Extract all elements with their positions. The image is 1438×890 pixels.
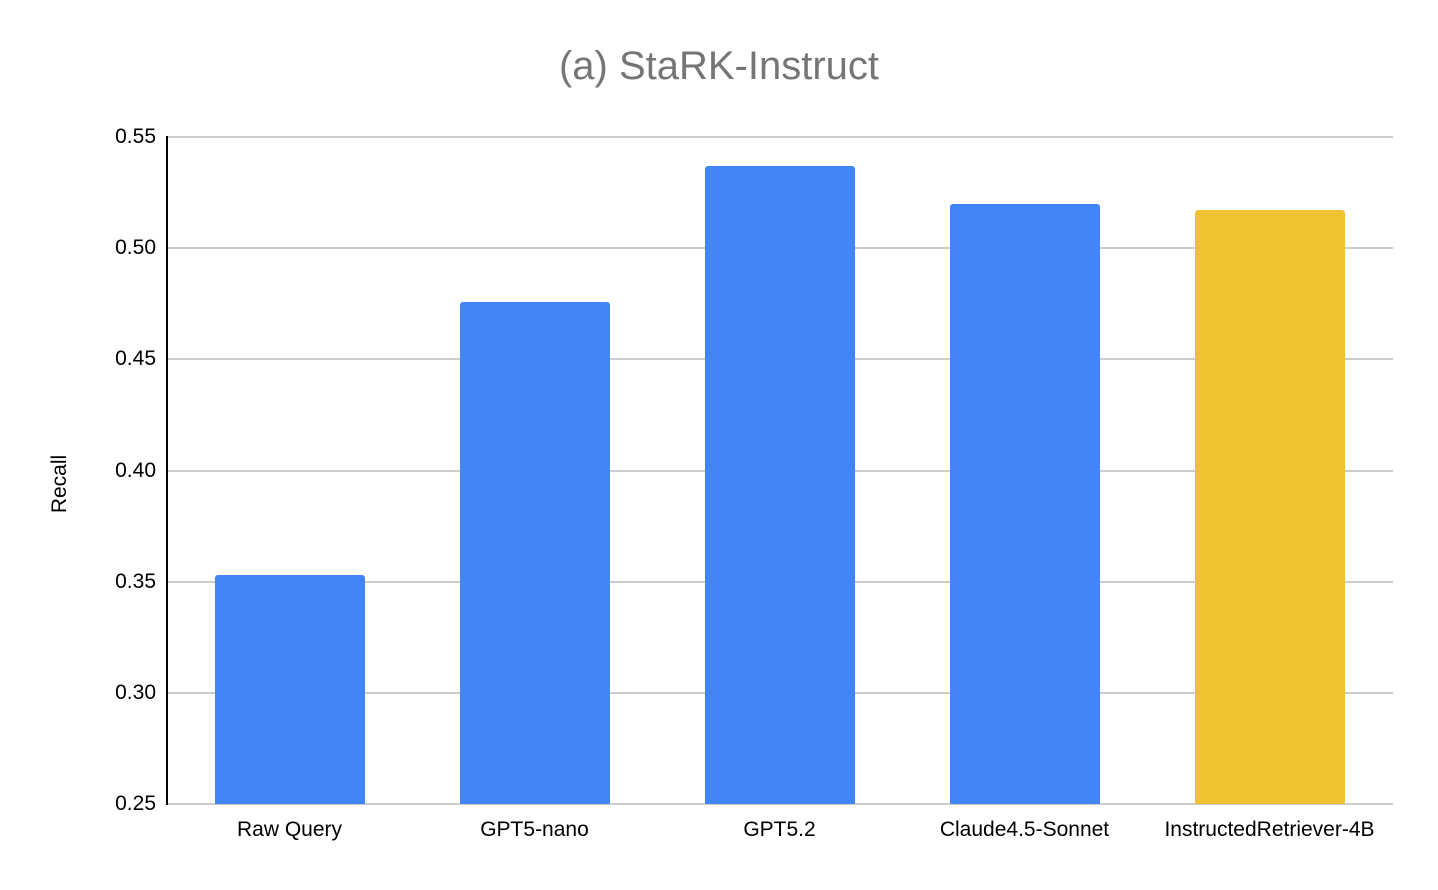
bar-claude4-5-sonnet	[949, 203, 1100, 804]
x-tick-label: GPT5-nano	[480, 818, 589, 841]
gridline	[167, 803, 1393, 805]
y-axis-label: Recall	[48, 454, 71, 514]
bar-gpt5-2	[704, 165, 855, 804]
x-tick-label: GPT5.2	[743, 818, 816, 841]
bar-gpt5-nano	[459, 301, 610, 804]
bar-raw-query	[214, 574, 365, 804]
y-tick-label: 0.35	[115, 569, 156, 593]
chart-title: (a) StaRK-Instruct	[558, 44, 880, 88]
y-tick-label: 0.55	[115, 125, 156, 148]
y-axis-line	[166, 136, 168, 805]
y-tick-label: 0.40	[115, 458, 156, 482]
bar-instructedretriever-4b	[1194, 210, 1345, 804]
y-tick-label: 0.50	[115, 236, 156, 260]
y-tick-label: 0.45	[115, 347, 156, 371]
y-tick-label: 0.30	[115, 680, 156, 704]
gridline	[167, 136, 1393, 138]
x-tick-label: Raw Query	[236, 818, 343, 841]
y-tick-label: 0.25	[115, 792, 156, 815]
x-tick-label: InstructedRetriever-4B	[1164, 818, 1375, 841]
x-tick-label: Claude4.5-Sonnet	[939, 818, 1110, 841]
